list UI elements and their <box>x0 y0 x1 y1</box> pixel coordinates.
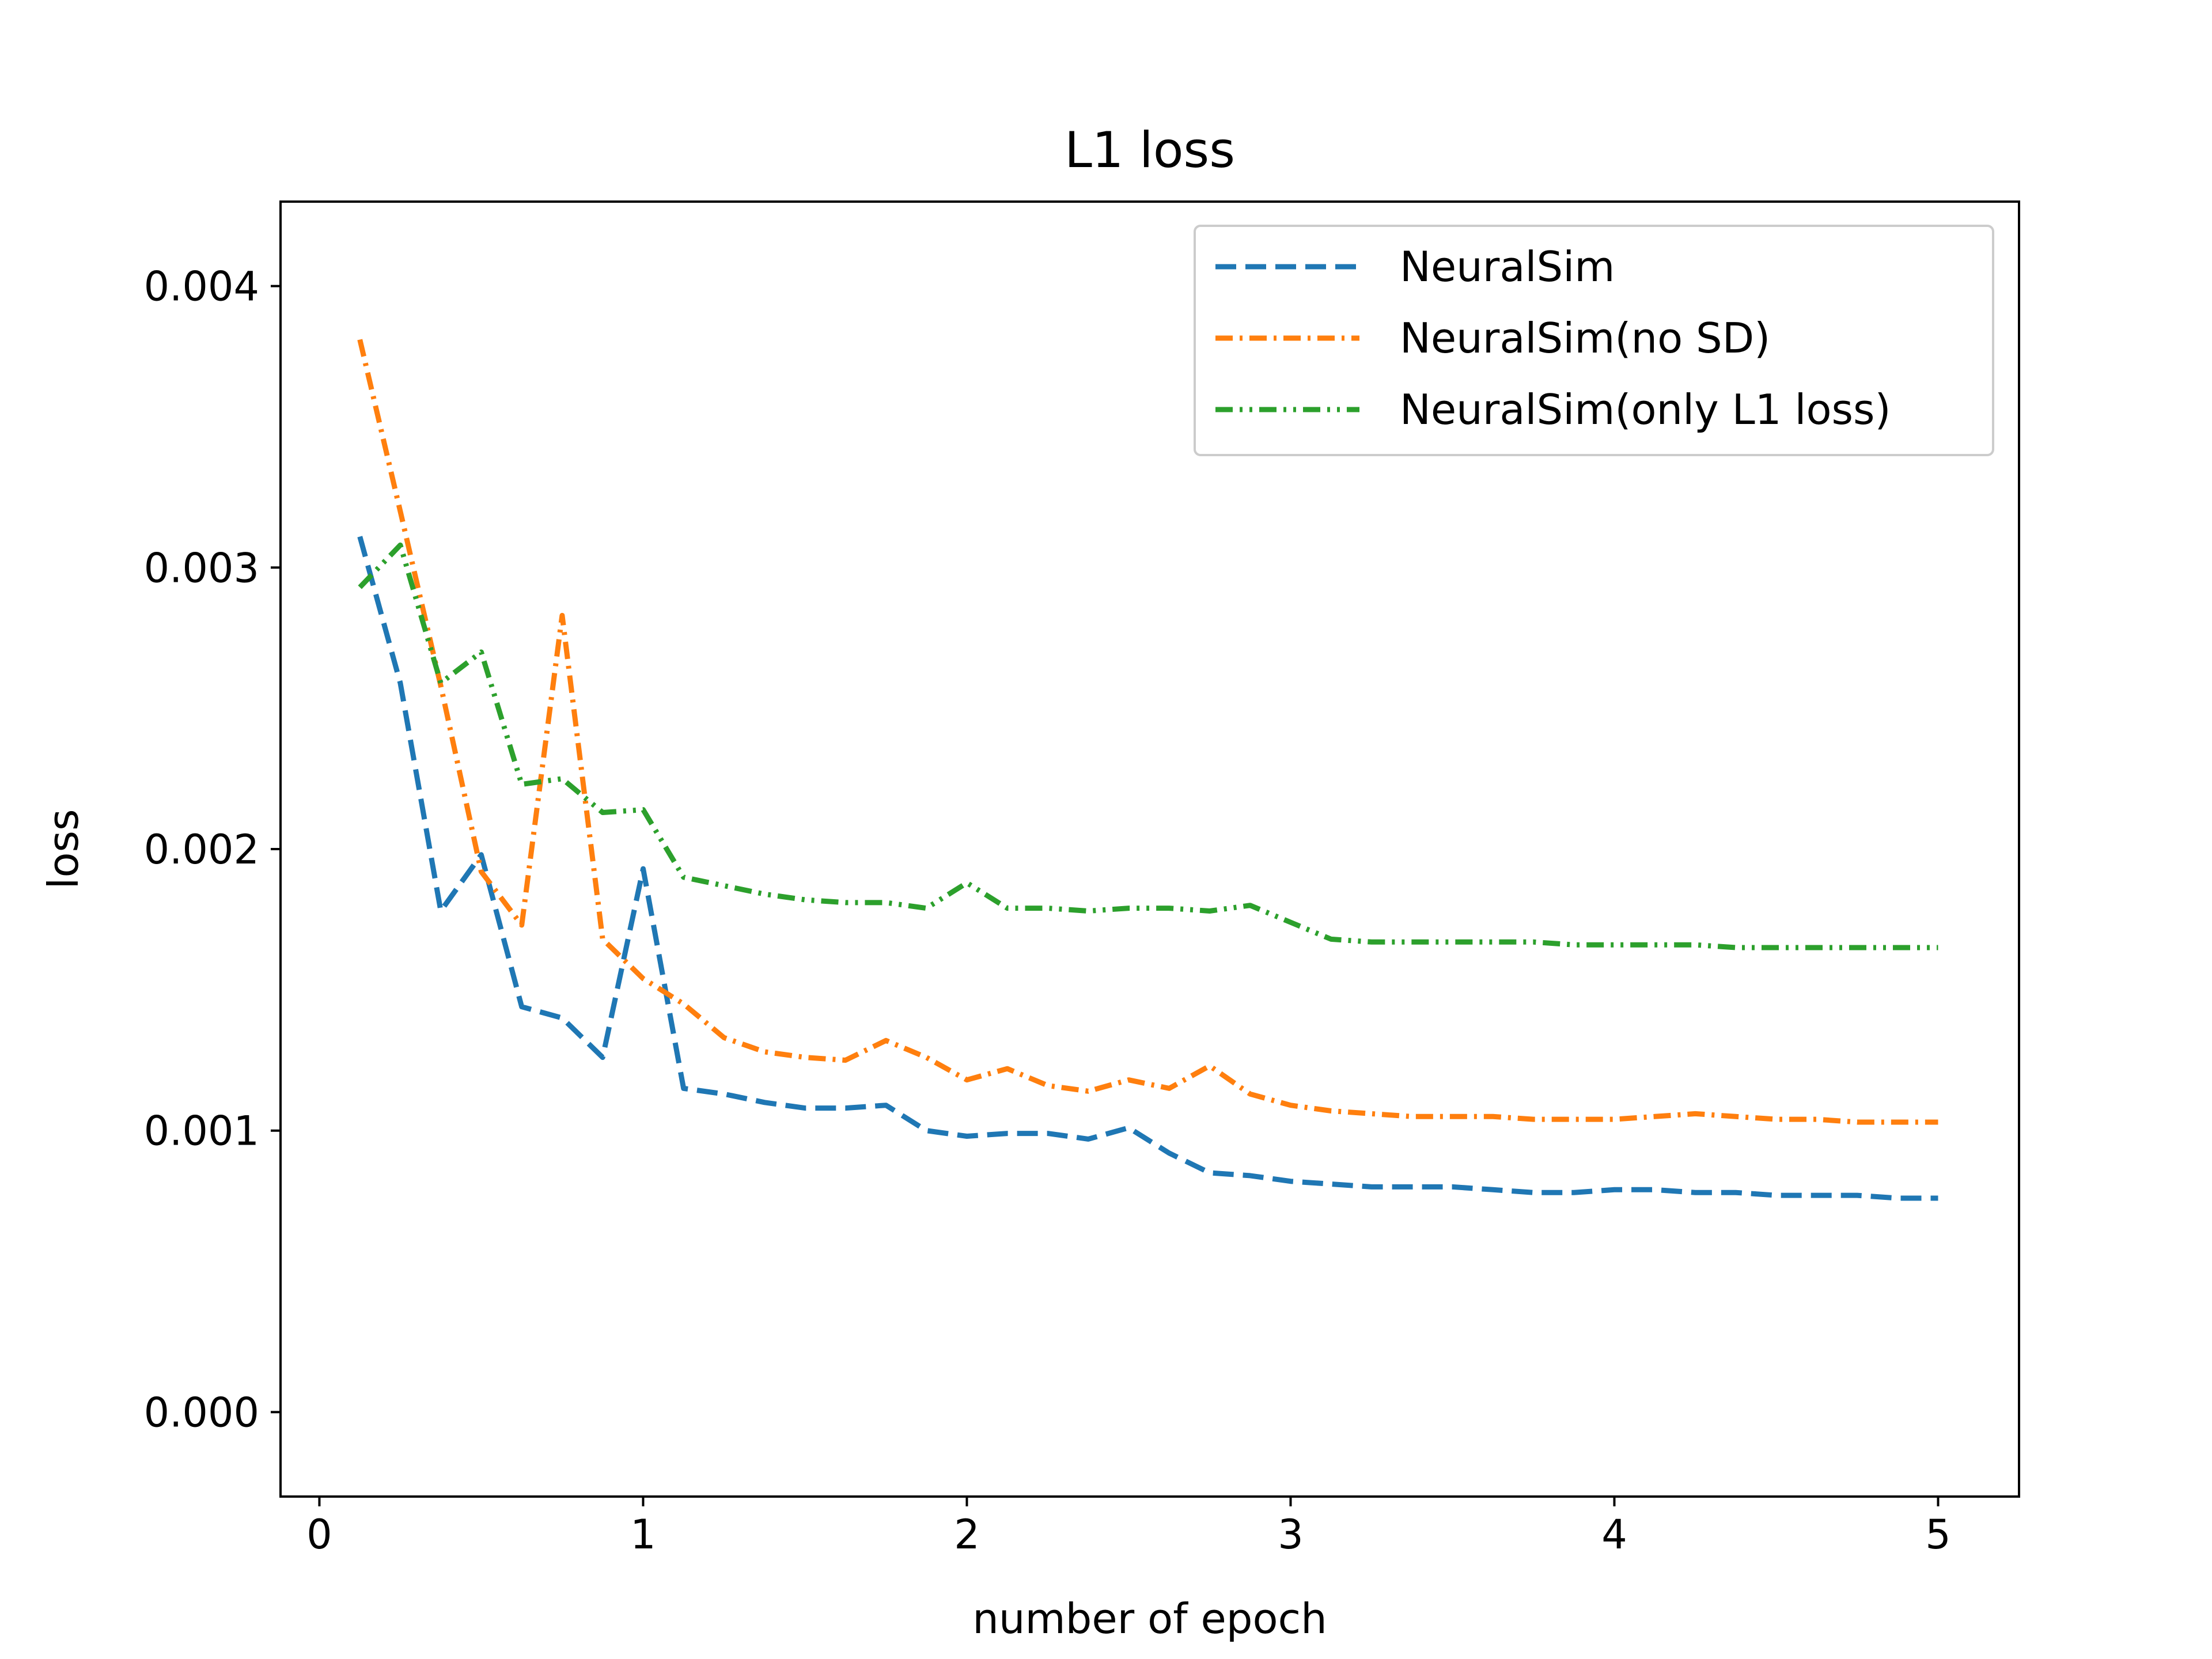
x-tick-label: 2 <box>954 1511 980 1558</box>
legend: NeuralSim NeuralSim(no SD) NeuralSim(only … <box>1194 225 1994 456</box>
y-axis: 0.000 0.001 0.002 0.003 0.004 <box>144 263 281 1436</box>
legend-label: NeuralSim(no SD) <box>1400 314 1770 362</box>
x-axis-label: number of epoch <box>972 1594 1327 1643</box>
x-axis: 0 1 2 3 4 5 <box>306 1497 1951 1558</box>
series-line-0 <box>357 536 1938 1201</box>
x-tick-label: 1 <box>630 1511 656 1558</box>
x-tick-label: 5 <box>1925 1511 1951 1558</box>
x-tick-label: 4 <box>1601 1511 1627 1558</box>
series-line-2 <box>358 542 1938 950</box>
y-tick-label: 0.000 <box>144 1389 259 1436</box>
legend-box <box>1194 225 1994 456</box>
y-axis-label: loss <box>39 809 88 889</box>
y-tick-label: 0.004 <box>144 263 259 310</box>
y-tick-label: 0.002 <box>144 826 259 873</box>
legend-label: NeuralSim <box>1400 243 1615 291</box>
plot-area <box>357 339 1938 1201</box>
chart-title: L1 loss <box>1065 122 1235 179</box>
y-tick-label: 0.001 <box>144 1108 259 1155</box>
x-tick-label: 0 <box>306 1511 332 1558</box>
legend-label: NeuralSim(only L1 loss) <box>1400 385 1891 434</box>
y-tick-label: 0.003 <box>144 544 259 592</box>
x-tick-label: 3 <box>1278 1511 1304 1558</box>
series-line-1 <box>357 339 1938 1125</box>
